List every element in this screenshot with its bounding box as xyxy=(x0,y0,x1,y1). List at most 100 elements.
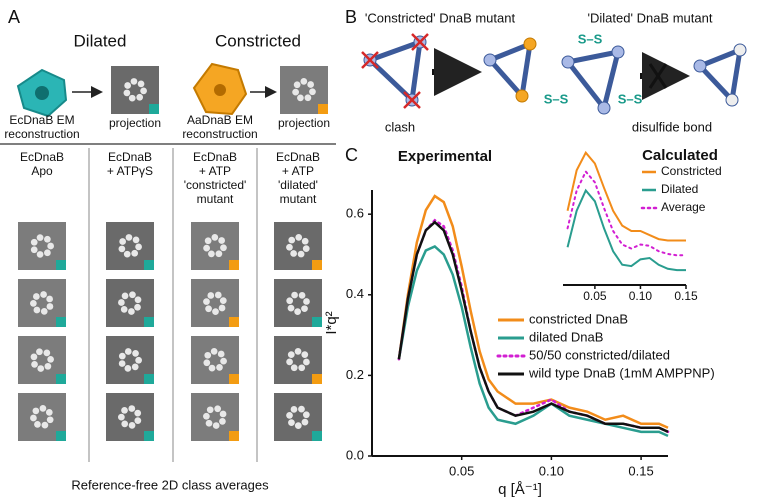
density-blob xyxy=(31,239,38,246)
density-blob xyxy=(211,234,218,241)
density-blob xyxy=(40,291,47,298)
density-blob xyxy=(300,78,307,85)
template-marker xyxy=(229,317,239,327)
density-blob xyxy=(294,81,301,88)
footer: Reference-free 2D class averages xyxy=(71,477,269,492)
density-blob xyxy=(136,94,143,101)
density-blob xyxy=(46,296,53,303)
density-blob xyxy=(205,237,212,244)
chart-title: Experimental xyxy=(398,148,492,165)
panel-title: 'Dilated' DnaB mutant xyxy=(588,10,713,25)
density-blob xyxy=(46,409,53,416)
caption: reconstruction xyxy=(182,127,257,141)
density-blob xyxy=(132,350,139,357)
template-marker xyxy=(149,104,159,114)
series-line xyxy=(399,222,668,432)
column-header: Apo xyxy=(31,164,53,178)
density-blob xyxy=(303,298,310,305)
x-tick-label: 0.10 xyxy=(629,289,653,303)
legend-label: 50/50 constricted/dilated xyxy=(529,347,670,362)
density-blob xyxy=(131,78,138,85)
density-blob xyxy=(216,364,223,371)
density-blob xyxy=(36,348,43,355)
density-blob xyxy=(34,307,41,314)
density-blob xyxy=(209,365,216,372)
density-blob xyxy=(290,250,297,257)
caption: projection xyxy=(109,116,161,130)
template-marker xyxy=(312,317,322,327)
density-blob xyxy=(128,308,135,315)
disulfide-label: S–S xyxy=(544,91,569,106)
density-blob xyxy=(43,349,50,356)
column-header: + ATPγS xyxy=(107,164,153,178)
density-blob xyxy=(121,306,128,313)
x-tick-label: 0.10 xyxy=(539,463,564,478)
caption: disulfide bond xyxy=(632,119,712,134)
density-blob xyxy=(295,234,302,241)
density-blob xyxy=(119,238,126,245)
column-header: 'dilated' xyxy=(278,178,318,192)
density-blob xyxy=(32,408,39,415)
density-blob xyxy=(37,251,44,258)
density-blob xyxy=(303,245,310,252)
density-blob xyxy=(216,250,223,257)
density-blob xyxy=(295,422,302,429)
density-blob xyxy=(295,348,302,355)
density-blob xyxy=(291,292,298,299)
density-blob xyxy=(47,303,54,310)
density-blob xyxy=(135,244,142,251)
density-blob xyxy=(135,357,142,364)
legend-label: dilated DnaB xyxy=(529,329,603,344)
density-blob xyxy=(219,418,226,425)
template-marker xyxy=(144,374,154,384)
density-blob xyxy=(211,348,218,355)
template-marker xyxy=(56,260,66,270)
density-blob xyxy=(214,405,221,412)
template-marker xyxy=(144,431,154,441)
density-blob xyxy=(118,299,125,306)
legend-label: Dilated xyxy=(661,182,698,196)
constricted-reconstruction xyxy=(194,64,246,114)
density-blob xyxy=(291,364,298,371)
density-blob xyxy=(298,364,305,371)
density-blob xyxy=(207,406,214,413)
density-blob xyxy=(299,292,306,299)
y-tick-label: 0.0 xyxy=(346,447,364,462)
template-marker xyxy=(56,317,66,327)
density-blob xyxy=(121,407,128,414)
caption: clash xyxy=(385,119,415,134)
density-blob xyxy=(129,95,136,102)
density-blob xyxy=(203,413,210,420)
density-blob xyxy=(297,94,304,101)
density-blob xyxy=(294,308,301,315)
column-header: EcDnaB xyxy=(193,150,237,164)
density-blob xyxy=(41,308,48,315)
density-blob xyxy=(301,351,308,358)
density-blob xyxy=(47,416,54,423)
density-blob xyxy=(213,422,220,429)
density-blob xyxy=(288,351,295,358)
density-blob xyxy=(30,415,37,422)
density-blob xyxy=(47,243,54,250)
density-blob xyxy=(45,363,52,370)
y-tick-label: 0.2 xyxy=(346,367,364,382)
template-marker xyxy=(229,431,239,441)
density-blob xyxy=(203,245,210,252)
column-header: + ATP xyxy=(199,164,231,178)
density-blob xyxy=(44,249,51,256)
density-blob xyxy=(292,89,299,96)
density-blob xyxy=(124,90,131,97)
density-blob xyxy=(44,236,51,243)
density-blob xyxy=(298,251,305,258)
caption: AaDnaB EM xyxy=(187,113,253,127)
density-blob xyxy=(37,365,44,372)
template-marker xyxy=(312,260,322,270)
density-blob xyxy=(140,88,147,95)
density-blob xyxy=(309,88,316,95)
template-marker xyxy=(229,260,239,270)
density-blob xyxy=(134,417,141,424)
density-blob xyxy=(128,405,135,412)
column-header: 'constricted' xyxy=(184,178,247,192)
density-blob xyxy=(119,353,126,360)
density-blob xyxy=(125,348,132,355)
